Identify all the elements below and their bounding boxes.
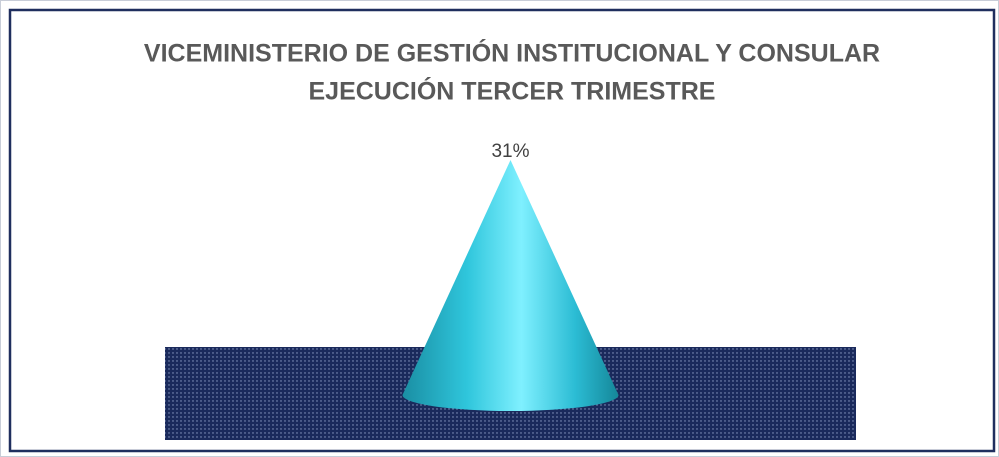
data-label: 31%: [491, 141, 529, 162]
cone: [402, 160, 619, 411]
chart-title: EJECUCIÓN TERCER TRIMESTRE: [309, 76, 716, 106]
cone-body: [402, 160, 619, 411]
chart-title: VICEMINISTERIO DE GESTIÓN INSTITUCIONAL …: [144, 38, 880, 68]
